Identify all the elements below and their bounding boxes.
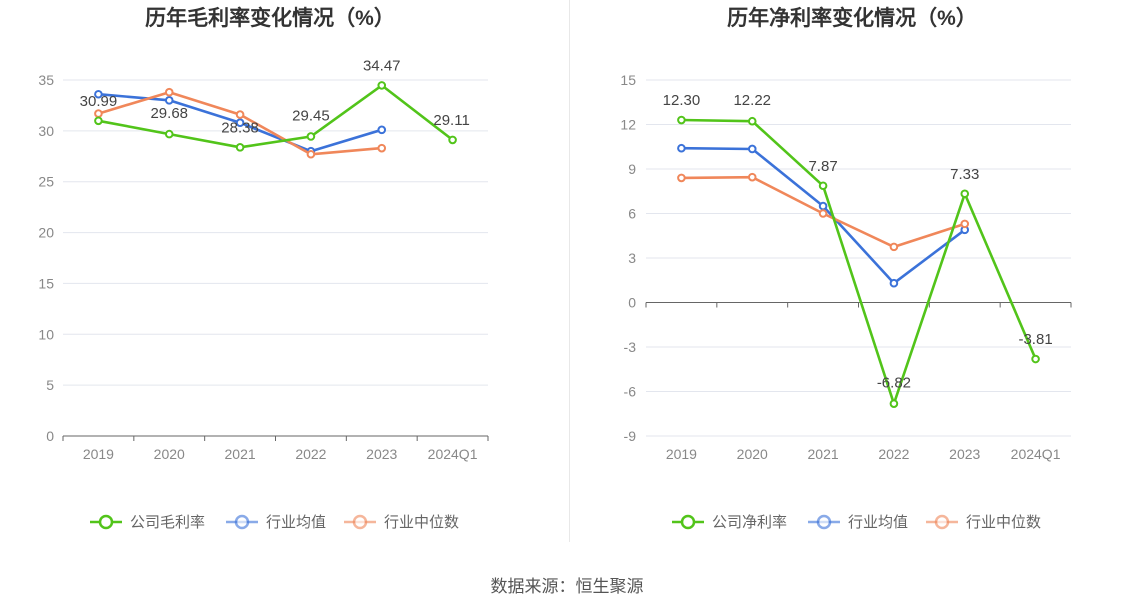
data-point <box>677 115 686 125</box>
data-point <box>377 125 387 135</box>
x-tick-label: 2024Q1 <box>428 446 478 462</box>
data-point <box>818 201 828 211</box>
data-point <box>889 242 899 252</box>
y-tick-label: 0 <box>46 428 54 444</box>
legend-item: 行业中位数 <box>926 514 1041 531</box>
y-tick-label: 30 <box>38 123 54 139</box>
legend-item: 行业中位数 <box>344 514 459 531</box>
legend-label: 行业均值 <box>848 514 908 531</box>
data-label: 34.47 <box>363 57 401 74</box>
legend-label: 行业中位数 <box>966 514 1041 531</box>
y-tick-label: 12 <box>620 117 636 133</box>
y-tick-label: 0 <box>628 295 636 311</box>
data-point <box>94 109 103 118</box>
legend-item: 公司净利率 <box>672 514 787 531</box>
data-point <box>164 96 174 105</box>
data-point <box>747 144 757 154</box>
legend-marker-icon <box>352 514 368 530</box>
data-point <box>747 172 757 182</box>
data-point <box>960 219 970 229</box>
data-point <box>448 135 457 145</box>
data-point <box>164 129 174 139</box>
series-line <box>98 84 454 149</box>
legend-marker-icon <box>934 514 950 530</box>
legend-marker-icon <box>680 514 696 530</box>
data-point <box>94 116 103 126</box>
y-tick-label: -6 <box>624 384 637 400</box>
data-point <box>377 143 387 153</box>
data-label: -6.82 <box>877 375 911 392</box>
data-point <box>960 189 970 199</box>
data-point <box>677 143 686 153</box>
data-point <box>677 173 686 183</box>
legend-label: 行业均值 <box>266 514 326 531</box>
data-point <box>818 209 828 218</box>
data-point <box>306 149 316 159</box>
chart-title: 历年毛利率变化情况（%） <box>145 6 395 30</box>
series-line <box>681 118 1037 405</box>
data-point <box>889 399 899 408</box>
legend-marker-icon <box>234 514 250 530</box>
legend-label: 行业中位数 <box>384 514 459 531</box>
y-tick-label: 5 <box>46 377 54 393</box>
x-tick-label: 2022 <box>295 446 326 462</box>
data-point <box>1031 354 1040 364</box>
data-label: 29.45 <box>292 107 330 124</box>
data-point <box>377 81 387 90</box>
y-tick-label: 15 <box>620 72 636 88</box>
data-point <box>747 116 757 126</box>
data-label: 29.68 <box>150 105 188 122</box>
y-tick-label: -9 <box>624 428 637 444</box>
data-label: 12.22 <box>733 92 771 109</box>
data-point <box>164 87 174 97</box>
y-tick-label: -3 <box>624 339 637 355</box>
legend-item: 行业均值 <box>808 514 908 531</box>
legend-label: 公司净利率 <box>712 514 787 531</box>
x-tick-label: 2020 <box>154 446 185 462</box>
net-margin-chart: 历年净利率变化情况（%） -9 -6 -3 0 3 6 9 12 15 2019 2020 2021 2… <box>620 6 1072 531</box>
data-label: 12.30 <box>663 92 701 109</box>
data-label: 28.38 <box>221 119 259 136</box>
x-tick-label: 2019 <box>666 446 697 462</box>
y-tick-label: 35 <box>38 72 54 88</box>
data-point <box>818 181 828 191</box>
x-tick-label: 2020 <box>737 446 768 462</box>
data-point <box>235 143 245 152</box>
data-label: 29.11 <box>433 112 469 129</box>
chart-title: 历年净利率变化情况（%） <box>727 6 977 30</box>
y-tick-label: 3 <box>628 250 636 266</box>
x-tick-label: 2024Q1 <box>1011 446 1061 462</box>
legend-marker-icon <box>816 514 832 530</box>
x-tick-label: 2021 <box>225 446 256 462</box>
data-source-note: 数据来源：恒生聚源 <box>491 577 644 596</box>
x-tick-label: 2023 <box>949 446 980 462</box>
x-tick-label: 2023 <box>366 446 397 462</box>
legend-item: 行业均值 <box>226 514 326 531</box>
y-tick-label: 9 <box>628 161 636 177</box>
y-tick-label: 20 <box>38 225 54 241</box>
data-point <box>889 278 899 288</box>
y-tick-label: 15 <box>38 275 54 291</box>
y-tick-label: 10 <box>38 326 54 342</box>
data-label: 7.33 <box>950 166 979 183</box>
y-tick-label: 6 <box>628 206 636 222</box>
data-label: 30.99 <box>80 93 118 110</box>
gross-margin-chart: 历年毛利率变化情况（%） 0 5 10 15 20 25 30 35 2019 2020 2021 2… <box>38 6 489 531</box>
data-point <box>235 118 245 128</box>
data-point <box>235 110 245 119</box>
x-tick-label: 2022 <box>878 446 909 462</box>
legend-marker-icon <box>98 514 114 530</box>
x-tick-label: 2019 <box>83 446 114 462</box>
data-label: -3.81 <box>1018 331 1052 348</box>
legend-item: 公司毛利率 <box>90 514 205 531</box>
legend-label: 公司毛利率 <box>130 514 205 531</box>
data-point <box>306 132 316 141</box>
data-point <box>94 89 103 99</box>
y-tick-label: 25 <box>38 174 54 190</box>
data-label: 7.87 <box>808 158 837 175</box>
x-tick-label: 2021 <box>808 446 839 462</box>
